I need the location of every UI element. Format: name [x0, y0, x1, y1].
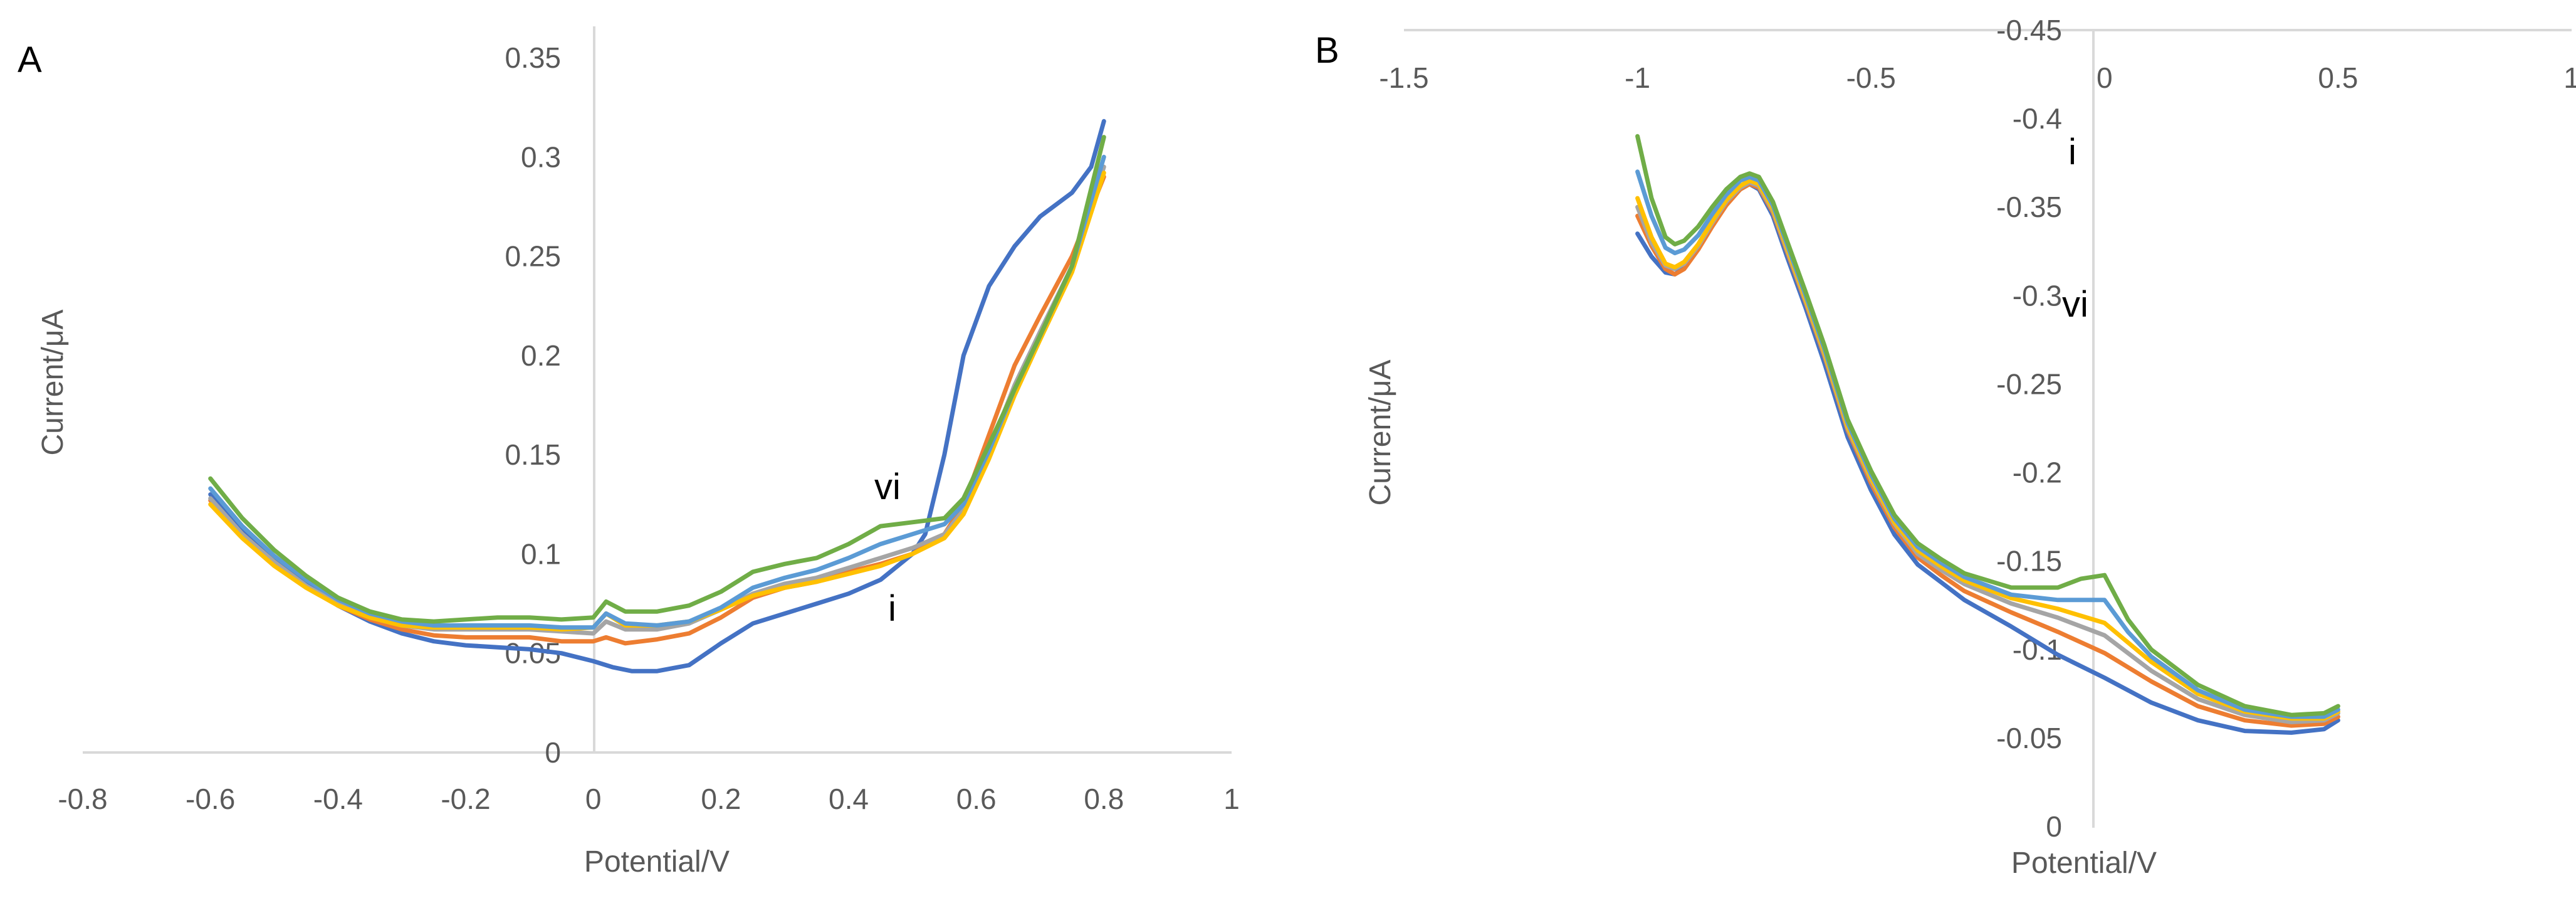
- panel-b-y-label: Current/μA: [1364, 359, 1397, 505]
- panel-b-y-tick-label: -0.15: [1996, 545, 2062, 578]
- panel-a-y-tick-label: 0.15: [505, 438, 561, 471]
- panel-b-y-tick-label: -0.25: [1996, 367, 2062, 400]
- panel-a: A -0.8 -0.6 -0.4 -0.2 0 0.2 0.4 0.6 0.8 1 00.050.…: [18, 26, 1240, 879]
- panel-a-label: A: [18, 40, 42, 80]
- panel-b-x-tick-label: 0: [2097, 61, 2113, 94]
- panel-b-annotation-vi: vi: [2062, 284, 2088, 325]
- panel-b-y-ticks: -0.45 -0.4 -0.35 -0.3 -0.25 -0.2 -0.15 -0.1 -0.0…: [1996, 14, 2062, 843]
- panel-b-y-tick-label: -0.05: [1996, 722, 2062, 754]
- panel-a-annotation-vi: vi: [874, 467, 901, 507]
- panel-a-series-vi-line: [208, 135, 1106, 624]
- panel-b-x-tick-label: 1: [2563, 61, 2576, 94]
- panel-b-x-tick-label: 0.5: [2318, 61, 2358, 94]
- panel-b-y-tick-label: -0.35: [1996, 191, 2062, 223]
- panel-a-x-tick-label: 0.8: [1084, 783, 1124, 815]
- panel-b-x-tick-label: -0.5: [1846, 61, 1896, 94]
- panel-a-x-tick-label: 1: [1223, 783, 1240, 815]
- panel-a-y-ticks: 00.050.10.150.20.250.30.35: [505, 41, 561, 769]
- panel-a-y-tick-label: 0: [545, 736, 561, 769]
- panel-b-annotation-i: i: [2068, 132, 2076, 172]
- panel-a-series-iii-line: [208, 164, 1106, 636]
- panel-b-label: B: [1315, 30, 1339, 71]
- panel-a-y-label: Current/μA: [36, 309, 70, 455]
- panel-a-x-label: Potential/V: [584, 845, 730, 879]
- panel-a-series-v-line: [208, 154, 1106, 630]
- panel-a-series-i-line: [208, 119, 1106, 673]
- panel-a-x-tick-label: 0.2: [701, 783, 741, 815]
- panel-b-series: [1635, 134, 2340, 735]
- panel-b-y-tick-label: -0.2: [2013, 457, 2062, 489]
- panel-b-y-tick-label: -0.4: [2013, 102, 2062, 135]
- panel-a-x-tick-label: -0.8: [58, 783, 107, 815]
- panel-a-y-tick-label: 0.3: [521, 140, 561, 173]
- panel-b-y-tick-label: 0: [2046, 810, 2062, 843]
- panel-b-series-vi-line: [1635, 134, 2340, 717]
- panel-b-series-iii-line: [1635, 180, 2340, 724]
- panel-a-x-tick-label: 0.4: [829, 783, 869, 815]
- panel-b-x-tick-label: -1.5: [1379, 61, 1428, 94]
- panel-a-x-ticks: -0.8 -0.6 -0.4 -0.2 0 0.2 0.4 0.6 0.8 1: [58, 783, 1239, 815]
- panel-b: B -1.5 -1 -0.5 0 0.5 1 -0.45 -0.4 -0.35 -0.3 -0.2…: [1315, 14, 2576, 880]
- panel-a-series-iv-line: [208, 171, 1106, 632]
- panel-a-y-tick-label: 0.25: [505, 240, 561, 273]
- panel-b-series-ii-line: [1635, 182, 2340, 728]
- panel-a-x-tick-label: 0.6: [956, 783, 997, 815]
- panel-b-y-tick-label: -0.45: [1996, 14, 2062, 46]
- panel-b-series-i-line: [1635, 182, 2340, 735]
- panel-a-y-tick-label: 0.2: [521, 339, 561, 372]
- panel-a-x-tick-label: -0.4: [313, 783, 363, 815]
- panel-a-x-tick-label: -0.2: [441, 783, 490, 815]
- panel-b-x-label: Potential/V: [2011, 847, 2157, 880]
- panel-b-x-ticks: -1.5 -1 -0.5 0 0.5 1: [1379, 61, 2576, 94]
- panel-b-x-tick-label: -1: [1625, 61, 1650, 94]
- panel-b-y-tick-label: -0.3: [2013, 279, 2062, 312]
- panel-a-y-tick-label: 0.1: [521, 537, 561, 570]
- panel-a-series: [208, 119, 1106, 673]
- panel-a-y-tick-label: 0.35: [505, 41, 561, 74]
- panel-b-y-tick-label: -0.1: [2013, 633, 2062, 666]
- panel-b-series-iv-line: [1635, 178, 2340, 721]
- panel-a-series-ii-line: [208, 174, 1106, 646]
- panel-a-annotation-i: i: [888, 588, 896, 629]
- panel-b-series-v-line: [1635, 169, 2340, 719]
- panel-a-x-tick-label: 0: [585, 783, 602, 815]
- panel-a-x-tick-label: -0.6: [186, 783, 235, 815]
